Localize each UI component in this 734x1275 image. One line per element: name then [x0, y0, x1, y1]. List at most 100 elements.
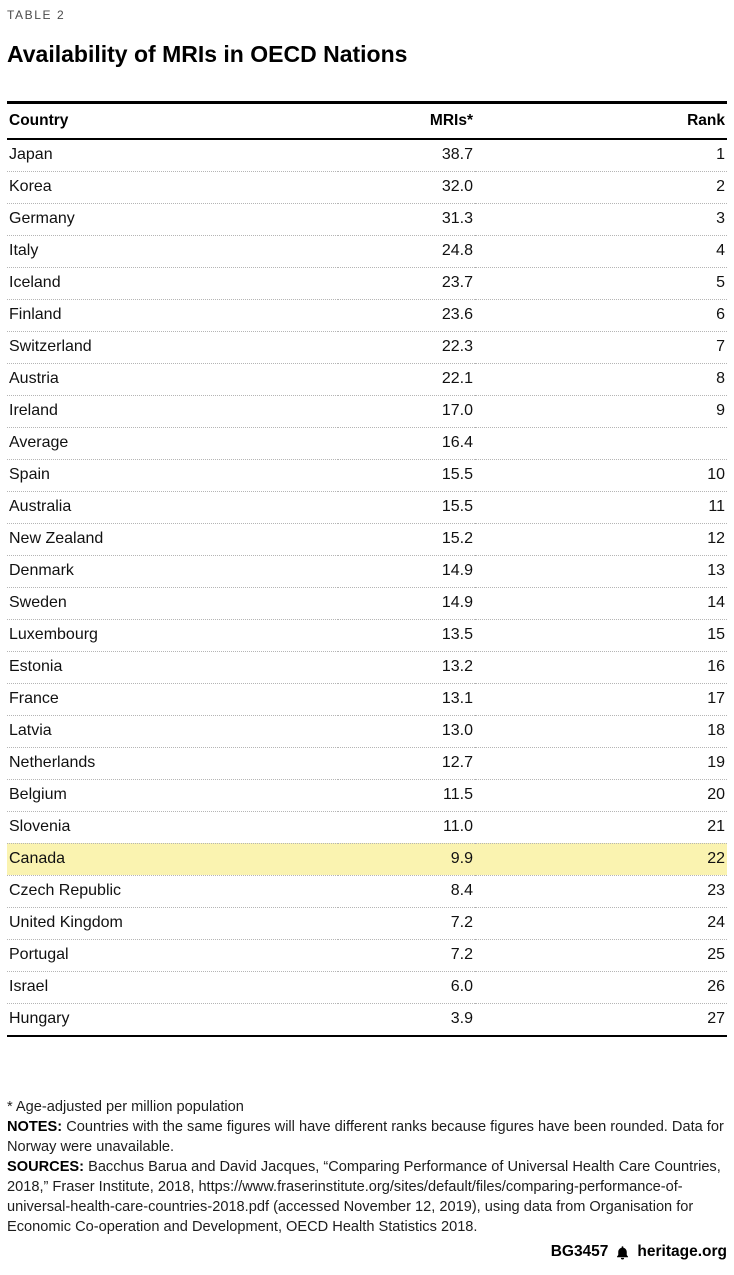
table-row: Sweden 14.9 14: [7, 587, 727, 620]
cell-rank: 19: [474, 747, 727, 780]
cell-mris: 12.7: [338, 747, 475, 780]
cell-country: Slovenia: [7, 811, 339, 844]
table-row: Slovenia 11.0 21: [7, 811, 727, 844]
cell-mris: 13.2: [338, 651, 475, 684]
sources-paragraph: SOURCES: Bacchus Barua and David Jacques…: [7, 1157, 727, 1238]
table-row: Austria 22.1 8: [7, 363, 727, 396]
table-row: Switzerland 22.3 7: [7, 331, 727, 364]
table-row: New Zealand 15.2 12: [7, 523, 727, 556]
table-row: Hungary 3.9 27: [7, 1003, 727, 1037]
cell-rank: 21: [474, 811, 727, 844]
cell-country: France: [7, 683, 339, 716]
cell-mris: 16.4: [338, 427, 475, 460]
table-row: Luxembourg 13.5 15: [7, 619, 727, 652]
cell-rank: 2: [474, 171, 727, 204]
cell-country: Belgium: [7, 779, 339, 812]
cell-country: New Zealand: [7, 523, 339, 556]
table-row: Denmark 14.9 13: [7, 555, 727, 588]
cell-mris: 3.9: [338, 1003, 475, 1037]
cell-mris: 14.9: [338, 555, 475, 588]
notes-label: NOTES:: [7, 1118, 63, 1135]
cell-rank: 25: [474, 939, 727, 972]
cell-country: Switzerland: [7, 331, 339, 364]
table-row: Czech Republic 8.4 23: [7, 875, 727, 908]
cell-country: United Kingdom: [7, 907, 339, 940]
cell-rank: 1: [474, 138, 727, 172]
cell-country: Australia: [7, 491, 339, 524]
page-title: Availability of MRIs in OECD Nations: [7, 41, 408, 67]
table-body: Japan 38.7 1 Korea 32.0 2 Germany 31.3 3 Italy 24.…: [7, 138, 727, 1037]
cell-mris: 9.9: [338, 843, 475, 876]
cell-rank: 24: [474, 907, 727, 940]
table-row: United Kingdom 7.2 24: [7, 907, 727, 940]
cell-mris: 24.8: [338, 235, 475, 268]
cell-mris: 13.1: [338, 683, 475, 716]
cell-country: Average: [7, 427, 339, 460]
table-header-row: Country MRIs* Rank: [7, 100, 727, 140]
cell-rank: 8: [474, 363, 727, 396]
table-row: Iceland 23.7 5: [7, 267, 727, 300]
table-row: Australia 15.5 11: [7, 491, 727, 524]
cell-rank: 27: [474, 1003, 727, 1037]
cell-country: Korea: [7, 171, 339, 204]
cell-rank: 7: [474, 331, 727, 364]
cell-mris: 22.1: [338, 363, 475, 396]
cell-country: Estonia: [7, 651, 339, 684]
cell-rank: 17: [474, 683, 727, 716]
cell-country: Denmark: [7, 555, 339, 588]
cell-mris: 8.4: [338, 875, 475, 908]
cell-rank: 6: [474, 299, 727, 332]
cell-country: Canada: [7, 843, 339, 876]
cell-rank: [474, 427, 727, 460]
table-row: Korea 32.0 2: [7, 171, 727, 204]
cell-mris: 23.7: [338, 267, 475, 300]
cell-mris: 7.2: [338, 939, 475, 972]
table-row: Ireland 17.0 9: [7, 395, 727, 428]
cell-country: Luxembourg: [7, 619, 339, 652]
cell-mris: 13.5: [338, 619, 475, 652]
cell-mris: 13.0: [338, 715, 475, 748]
heritage-site-link[interactable]: heritage.org: [637, 1243, 727, 1260]
table-row: Belgium 11.5 20: [7, 779, 727, 812]
cell-rank: 3: [474, 203, 727, 236]
cell-country: Hungary: [7, 1003, 339, 1037]
column-header-country: Country: [7, 100, 339, 140]
cell-rank: 5: [474, 267, 727, 300]
cell-mris: 15.5: [338, 491, 475, 524]
notes-text: Countries with the same figures will hav…: [7, 1118, 724, 1155]
cell-country: Finland: [7, 299, 339, 332]
cell-rank: 9: [474, 395, 727, 428]
cell-country: Spain: [7, 459, 339, 492]
cell-country: Italy: [7, 235, 339, 268]
cell-country: Austria: [7, 363, 339, 396]
cell-country: Latvia: [7, 715, 339, 748]
cell-mris: 22.3: [338, 331, 475, 364]
cell-country: Czech Republic: [7, 875, 339, 908]
table-row: Latvia 13.0 18: [7, 715, 727, 748]
sources-text: Bacchus Barua and David Jacques, “Compar…: [7, 1159, 721, 1236]
report-id: BG3457: [550, 1243, 609, 1260]
footer: BG3457 heritage.org: [7, 1243, 727, 1263]
cell-country: Japan: [7, 138, 339, 172]
table-row: Canada 9.9 22: [7, 843, 727, 876]
cell-rank: 26: [474, 971, 727, 1004]
cell-country: Netherlands: [7, 747, 339, 780]
cell-mris: 14.9: [338, 587, 475, 620]
cell-rank: 14: [474, 587, 727, 620]
table-row: France 13.1 17: [7, 683, 727, 716]
table-row: Finland 23.6 6: [7, 299, 727, 332]
table-kicker: TABLE 2: [7, 8, 66, 22]
cell-rank: 18: [474, 715, 727, 748]
sources-label: SOURCES:: [7, 1159, 85, 1176]
table-row: Japan 38.7 1: [7, 138, 727, 172]
cell-country: Germany: [7, 203, 339, 236]
cell-mris: 31.3: [338, 203, 475, 236]
cell-rank: 11: [474, 491, 727, 524]
cell-rank: 12: [474, 523, 727, 556]
cell-mris: 17.0: [338, 395, 475, 428]
table-row: Spain 15.5 10: [7, 459, 727, 492]
column-header-rank: Rank: [474, 100, 727, 140]
cell-mris: 11.0: [338, 811, 475, 844]
footnote-age-adjusted: * Age-adjusted per million population: [7, 1098, 244, 1115]
